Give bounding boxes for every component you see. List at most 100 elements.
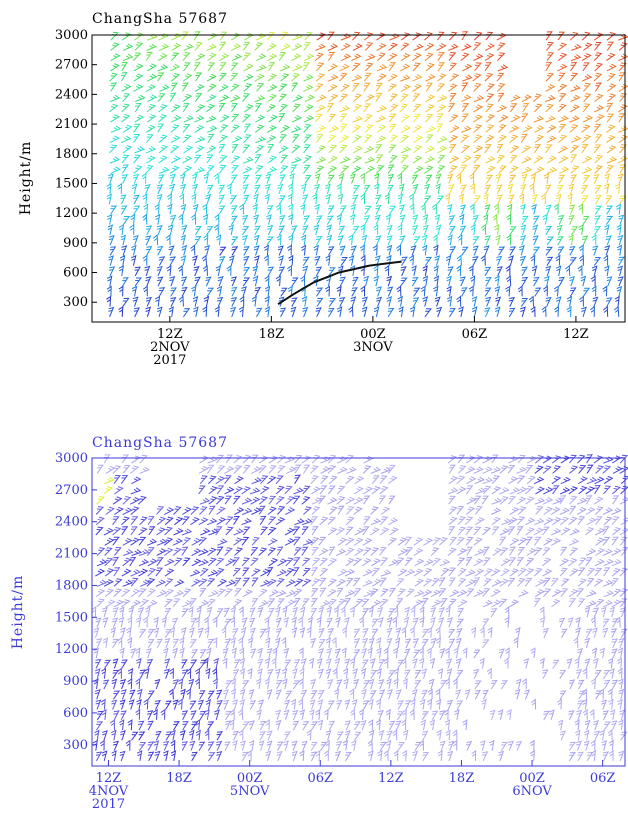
wind-barb <box>581 53 592 62</box>
wind-barb <box>294 464 302 474</box>
wind-barb <box>447 455 457 464</box>
wind-barb <box>275 719 282 731</box>
wind-barb <box>595 194 602 205</box>
wind-barb <box>617 155 628 164</box>
wind-barb <box>195 53 206 62</box>
wind-barb <box>301 526 309 536</box>
wind-barb <box>120 710 127 721</box>
panel-2-y-axis-label: Height/m <box>10 575 26 650</box>
wind-barb <box>611 485 621 495</box>
wind-barb <box>127 678 133 690</box>
wind-barb <box>397 295 403 307</box>
wind-barb <box>542 568 553 577</box>
wind-barb <box>586 476 598 485</box>
wind-barb <box>362 296 368 307</box>
wind-barb <box>251 568 261 577</box>
wind-barb <box>267 547 277 556</box>
wind-barb <box>438 537 448 546</box>
wind-barb <box>194 678 200 689</box>
wind-barb <box>327 516 337 526</box>
wind-barb <box>545 84 556 92</box>
wind-barb <box>249 739 255 751</box>
wind-barb <box>242 166 253 174</box>
wind-barb <box>619 527 628 536</box>
wind-barb <box>264 657 271 669</box>
wind-barb <box>400 146 412 154</box>
wind-barb <box>370 506 379 515</box>
wind-barb <box>439 648 446 659</box>
wind-barb <box>102 617 109 628</box>
wind-barb <box>291 750 298 762</box>
wind-barb <box>344 616 350 628</box>
wind-barb <box>302 721 310 731</box>
wind-barb <box>515 626 521 638</box>
wind-barb <box>312 193 318 205</box>
wind-barb <box>448 740 455 751</box>
y-tick-label: 600 <box>63 266 88 281</box>
wind-barb <box>287 213 294 225</box>
wind-barb <box>173 589 185 598</box>
wind-barb <box>352 31 361 41</box>
wind-barb <box>558 72 566 82</box>
wind-barb <box>360 254 366 266</box>
wind-barb <box>291 297 298 307</box>
wind-barb <box>529 739 535 751</box>
wind-barb <box>383 749 389 761</box>
wind-barb <box>132 296 139 307</box>
wind-barb <box>289 172 295 184</box>
wind-barb <box>560 476 572 485</box>
wind-barb <box>256 82 265 92</box>
wind-barb <box>212 616 218 628</box>
wind-barb <box>243 194 250 205</box>
wind-barb <box>193 306 199 318</box>
wind-barb <box>582 74 593 82</box>
wind-barb <box>483 193 489 205</box>
wind-barb <box>327 103 335 113</box>
wind-barb <box>178 295 184 307</box>
wind-barb <box>594 62 604 72</box>
wind-barb <box>158 144 169 154</box>
wind-barb <box>591 285 597 297</box>
wind-barb <box>421 598 429 608</box>
wind-barb <box>277 558 288 567</box>
wind-barb <box>459 276 466 287</box>
wind-barb <box>421 628 430 638</box>
wind-barb <box>508 517 518 526</box>
wind-barb <box>304 94 316 103</box>
wind-barb <box>516 496 527 505</box>
wind-barb <box>484 52 495 62</box>
wind-barb <box>190 659 198 669</box>
wind-barb <box>251 507 262 515</box>
wind-barb <box>582 688 587 700</box>
wind-barb <box>334 648 341 659</box>
wind-barb <box>190 617 197 628</box>
y-tick-label: 2400 <box>55 87 88 102</box>
wind-barb <box>578 485 588 495</box>
wind-barb <box>267 73 278 82</box>
wind-barb <box>133 84 144 92</box>
wind-barb <box>310 721 319 731</box>
wind-barb <box>121 516 130 526</box>
wind-barb <box>575 740 582 751</box>
wind-barb <box>612 455 622 464</box>
wind-barb <box>456 254 462 266</box>
wind-barb <box>102 730 108 741</box>
wind-barb <box>287 264 293 276</box>
wind-barb <box>461 246 469 256</box>
wind-barb <box>464 516 474 526</box>
wind-barb <box>482 477 494 485</box>
wind-barb <box>130 537 140 546</box>
wind-barb <box>255 307 263 318</box>
wind-barb <box>194 225 202 236</box>
wind-barb <box>595 516 603 526</box>
wind-barb <box>251 477 263 485</box>
wind-barb <box>508 546 516 556</box>
wind-barb <box>301 546 309 556</box>
wind-barb <box>530 647 536 659</box>
wind-barb <box>122 216 131 225</box>
wind-barb <box>232 699 239 710</box>
wind-barb <box>247 637 254 648</box>
wind-barb <box>96 495 105 505</box>
wind-barb <box>207 752 216 762</box>
wind-barb <box>400 154 409 164</box>
